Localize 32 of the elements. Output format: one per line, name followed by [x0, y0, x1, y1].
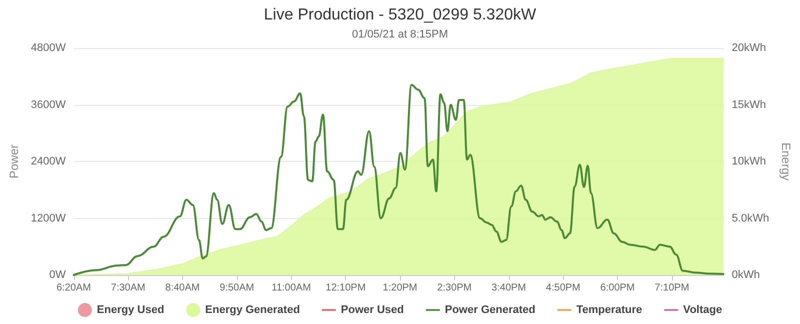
chart-subtitle: 01/05/21 at 8:15PM	[352, 28, 448, 40]
x-tick-label: 8:40AM	[165, 282, 200, 294]
x-tick-label: 12:10PM	[326, 282, 366, 294]
legend-label: Power Used	[340, 304, 404, 316]
y2-tick-label: 10kWh	[732, 156, 766, 168]
y2-tick-label: 5.0kWh	[732, 212, 770, 224]
chart-title: Live Production - 5320_0299 5.320kW	[264, 6, 537, 24]
legend-label: Power Generated	[444, 304, 536, 316]
y2-tick-label: 20kWh	[732, 42, 766, 54]
legend-label: Energy Used	[96, 304, 164, 316]
x-tick-label: 6:20AM	[56, 282, 91, 294]
y-tick-label: 4800W	[30, 42, 66, 54]
x-tick-label: 1:20PM	[382, 282, 418, 294]
x-tick-label: 3:40PM	[492, 282, 526, 294]
x-tick-label: 6:00PM	[600, 282, 635, 294]
y-tick-label: 0W	[49, 269, 66, 281]
x-tick-label: 9:50AM	[220, 282, 254, 294]
x-tick-label: 7:30AM	[110, 282, 146, 294]
y2-axis-title: Energy	[779, 142, 793, 181]
y-tick-label: 3600W	[30, 98, 66, 111]
x-tick-label: 11:00AM	[272, 282, 311, 294]
x-tick-label: 2:30PM	[437, 282, 472, 294]
x-tick-label: 4:50PM	[546, 282, 580, 294]
legend-label: Energy Generated	[205, 304, 300, 316]
legend-label: Voltage	[683, 304, 722, 316]
y-tick-label: 1200W	[30, 212, 66, 224]
y2-tick-label: 0kWh	[732, 269, 760, 281]
y-tick-label: 2400W	[30, 156, 66, 168]
y-axis-title: Power	[7, 144, 21, 179]
legend-label: Temperature	[576, 304, 642, 316]
x-tick-label: 7:10PM	[654, 282, 690, 294]
y2-tick-label: 15kWh	[732, 98, 766, 111]
